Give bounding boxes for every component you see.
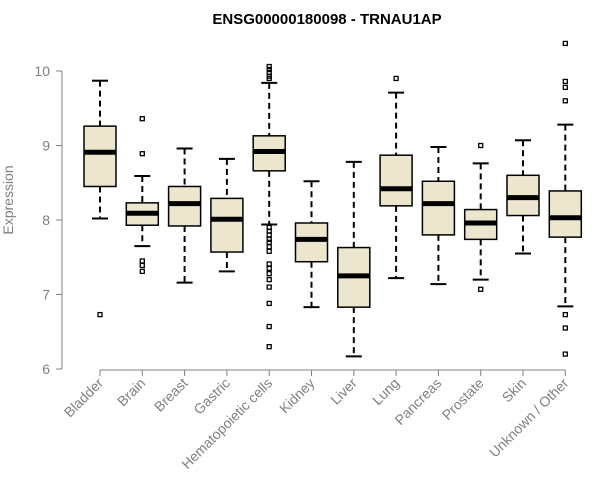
outlier-point	[562, 98, 568, 104]
outlier-point	[266, 323, 272, 330]
outlier-point	[266, 244, 272, 250]
outlier-point	[266, 239, 272, 246]
outlier-point	[562, 325, 568, 331]
outlier-point	[478, 286, 484, 292]
outlier-point	[562, 78, 568, 85]
outlier-point	[562, 84, 568, 91]
outlier-point	[562, 311, 568, 318]
x-tick-label: Prostate	[439, 375, 487, 423]
outlier-point	[266, 270, 272, 277]
x-tick-label: Pancreas	[391, 375, 444, 428]
outlier-point	[478, 142, 484, 149]
outlier-point	[266, 300, 272, 307]
outlier-point	[266, 261, 272, 267]
iqr-box	[421, 180, 456, 236]
y-tick-label: 10	[34, 63, 50, 79]
outlier-point	[266, 236, 272, 243]
iqr-box	[83, 125, 117, 188]
y-tick-label: 8	[42, 212, 50, 228]
outlier-point	[562, 40, 568, 47]
iqr-box	[548, 190, 583, 238]
y-tick-label: 7	[42, 287, 50, 303]
outlier-point	[97, 311, 103, 318]
iqr-box	[379, 154, 413, 207]
y-tick-label: 6	[42, 361, 50, 377]
y-axis-title: Expression	[0, 165, 16, 234]
iqr-box	[294, 222, 329, 263]
x-tick-label: Kidney	[276, 375, 318, 417]
outlier-point	[266, 265, 272, 272]
iqr-box	[210, 197, 244, 253]
outlier-point	[139, 258, 145, 264]
outlier-point	[266, 343, 272, 350]
x-tick-label: Skin	[499, 375, 530, 406]
x-tick-label: Lung	[369, 375, 402, 408]
iqr-box	[167, 185, 202, 227]
outlier-point	[266, 248, 272, 254]
outlier-point	[393, 75, 399, 82]
outlier-point	[266, 284, 272, 290]
outlier-point	[266, 66, 272, 73]
chart-title: ENSG00000180098 - TRNAU1AP	[212, 11, 441, 28]
y-tick-label: 9	[42, 138, 50, 154]
outlier-point	[139, 268, 145, 275]
x-tick-label: Unknown / Other	[486, 375, 572, 461]
x-tick-label: Breast	[151, 375, 191, 415]
outlier-point	[139, 116, 145, 122]
outlier-point	[266, 63, 272, 70]
x-tick-label: Bladder	[61, 375, 107, 421]
outlier-point	[139, 262, 145, 269]
x-tick-label: Liver	[327, 375, 360, 408]
outlier-point	[139, 151, 145, 157]
outlier-point	[266, 276, 272, 283]
outlier-point	[266, 75, 272, 82]
outlier-point	[562, 351, 568, 357]
x-tick-label: Brain	[114, 375, 148, 409]
outlier-point	[266, 232, 272, 238]
